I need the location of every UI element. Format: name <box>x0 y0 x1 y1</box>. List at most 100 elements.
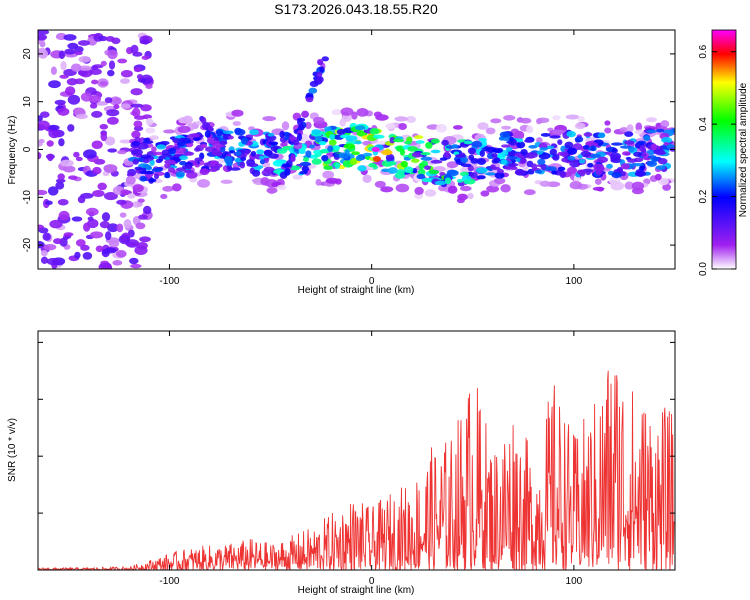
spectrogram-cell <box>131 140 141 147</box>
spectrogram-x-axis: -100 0 100 <box>159 30 583 287</box>
spectrogram-cell <box>569 181 583 190</box>
spectrogram-cell <box>222 130 234 135</box>
spectrogram-cell <box>55 181 65 190</box>
spectrogram-cell <box>210 151 223 156</box>
spectrogram-cell <box>583 132 593 137</box>
spectrogram-cell <box>194 147 201 152</box>
spectrogram-cell <box>317 58 324 66</box>
spectrogram-cell <box>400 160 408 168</box>
spectrogram-cell <box>460 163 472 168</box>
spectrogram-cell <box>130 263 142 269</box>
spectrogram-cell <box>42 232 51 241</box>
spectrogram-cell <box>58 138 65 147</box>
spectrogram-cell <box>661 137 673 144</box>
spectrogram-cell <box>103 164 118 173</box>
spectrogram-cell <box>143 137 151 142</box>
spectrogram-cell <box>395 183 410 193</box>
spectrogram-cell <box>567 155 576 161</box>
spectrogram-x-tick-label: -100 <box>159 276 179 287</box>
spectrogram-cell <box>631 181 645 191</box>
spectrogram-cell <box>38 138 45 144</box>
colorbar-label: Normalized spectral amplitude <box>738 82 749 217</box>
spectrogram-cell <box>610 154 621 161</box>
spectrogram-cell <box>596 187 604 192</box>
spectrogram-cell <box>606 163 613 169</box>
spectrogram-cell <box>289 147 295 154</box>
spectrogram-cell <box>434 180 447 186</box>
spectrogram-cell <box>368 162 377 168</box>
spectrogram-cell <box>281 121 290 131</box>
spectrogram-cell <box>54 99 66 106</box>
spectrogram-cell <box>235 151 242 157</box>
spectrogram-cell <box>369 128 380 135</box>
spectrogram-cell <box>338 164 346 170</box>
spectrogram-cell <box>428 169 440 175</box>
spectrogram-cell <box>104 263 113 269</box>
spectrogram-cell <box>89 231 104 239</box>
spectrogram-cell <box>251 169 261 177</box>
spectrogram-cell <box>112 260 123 266</box>
spectrogram-cell <box>148 178 157 183</box>
spectrogram-cell <box>131 130 141 139</box>
spectrogram-cell <box>407 146 418 152</box>
spectrogram-cell <box>479 149 486 157</box>
spectrogram-cell <box>638 165 645 171</box>
spectrogram-cell <box>589 142 599 147</box>
spectrogram-cell <box>536 137 543 144</box>
spectrogram-cell <box>356 108 369 117</box>
spectrogram-cell <box>134 245 148 256</box>
spectrogram-cell <box>339 118 347 127</box>
spectrogram-cell <box>229 167 241 171</box>
spectrogram-cell <box>107 148 118 153</box>
spectrogram-cell <box>463 179 470 185</box>
spectrogram-cell <box>74 251 81 259</box>
spectrogram-cell <box>430 138 440 144</box>
spectrogram-cell <box>420 156 433 161</box>
spectrogram-cell <box>651 157 660 162</box>
spectrogram-cell <box>75 113 88 120</box>
spectrogram-cell <box>594 178 602 185</box>
spectrogram-cell <box>87 216 94 221</box>
spectrogram-cell <box>204 146 217 153</box>
spectrogram-cell <box>627 158 638 163</box>
spectrogram-cell <box>232 121 241 126</box>
spectrogram-cell <box>246 162 259 168</box>
spectrogram-cell <box>467 147 476 155</box>
spectrogram-cell <box>179 160 187 166</box>
spectrogram-cell <box>91 140 103 150</box>
spectrogram-cell <box>100 131 108 142</box>
spectrogram-cell <box>315 178 322 186</box>
spectrogram-cell <box>219 140 228 146</box>
spectrogram-cell <box>399 148 406 156</box>
spectrogram-cell <box>461 174 472 182</box>
spectrogram-cell <box>646 149 656 156</box>
spectrogram-cell <box>48 128 61 139</box>
spectrogram-cell <box>471 140 483 148</box>
spectrogram-cell <box>577 154 583 159</box>
spectrogram-cell <box>308 87 318 94</box>
heatmap-area <box>38 30 675 269</box>
spectrogram-cell <box>89 103 98 109</box>
spectrogram-cell <box>491 158 499 164</box>
spectrogram-cell <box>374 180 386 188</box>
spectrogram-cell <box>184 151 195 156</box>
spectrogram-y-tick-label: 20 <box>22 48 33 60</box>
spectrogram-cell <box>349 158 358 166</box>
spectrogram-cell <box>373 155 381 162</box>
spectrogram-cell <box>78 65 92 71</box>
spectrogram-cell <box>119 78 131 84</box>
spectrogram-cell <box>38 120 50 130</box>
spectrogram-cell <box>560 151 569 157</box>
spectrogram-cell <box>534 169 543 174</box>
spectrogram-cell <box>567 147 578 155</box>
spectrogram-cell <box>99 81 108 86</box>
spectrogram-cell <box>523 139 533 143</box>
spectrogram-cell <box>305 92 314 99</box>
snr-x-tick-label: -100 <box>159 576 179 587</box>
spectrogram-cell <box>98 35 108 42</box>
spectrogram-cell <box>338 152 350 159</box>
spectrogram-cell <box>49 219 63 229</box>
spectrogram-cell <box>75 156 83 162</box>
spectrogram-cell <box>145 84 153 89</box>
snr-y-label: SNR (10 * v/v) <box>7 418 18 482</box>
